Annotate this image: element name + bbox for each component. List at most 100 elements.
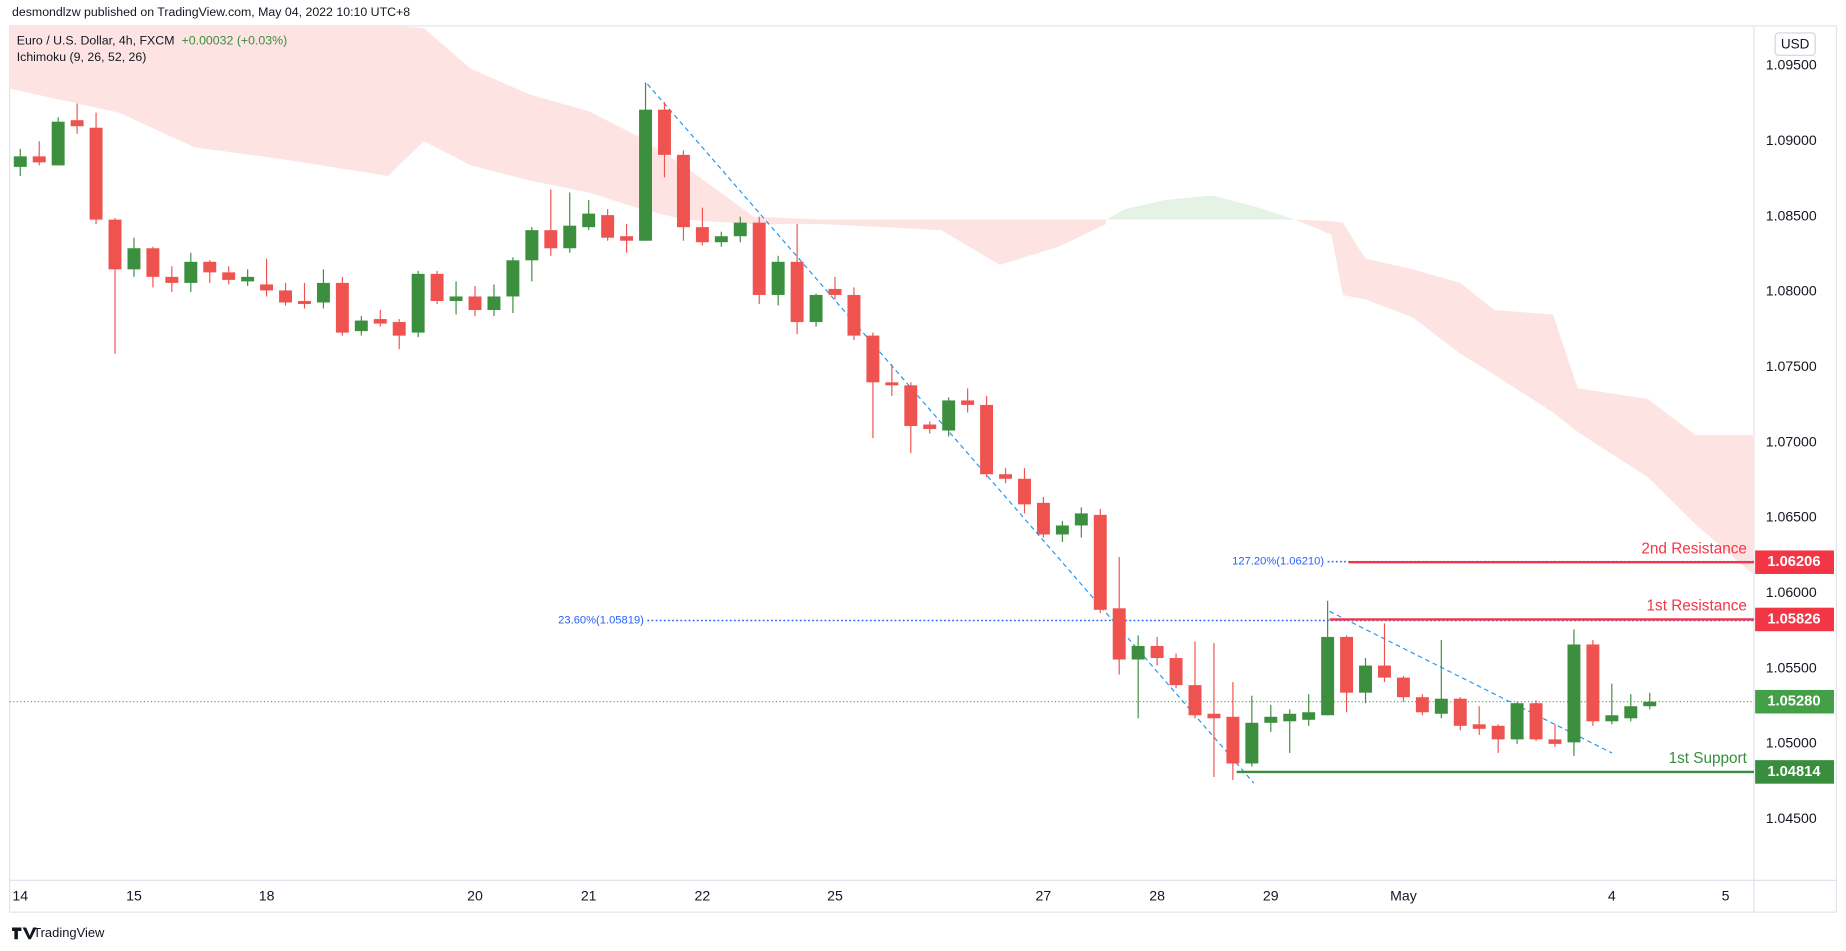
price-change: +0.00032 (+0.03%) <box>182 33 288 47</box>
currency-button[interactable] <box>1774 32 1816 56</box>
y-tick-label: 1.06000 <box>1766 584 1817 600</box>
candle-body <box>582 213 596 228</box>
candle-body <box>335 282 349 333</box>
candle-body <box>1605 715 1619 722</box>
indicator-info: Ichimoku (9, 26, 52, 26) <box>17 50 147 64</box>
candle-body <box>392 322 406 336</box>
candle-body <box>714 236 728 243</box>
x-tick-label: 28 <box>1149 888 1165 904</box>
candle-body <box>1074 513 1088 526</box>
candle-body <box>1283 713 1297 722</box>
chart-frame <box>9 25 1837 913</box>
ichimoku-cloud <box>1105 195 1296 220</box>
candle-body <box>733 222 747 237</box>
candle-body <box>241 276 255 282</box>
candle-body <box>146 248 160 277</box>
candle-body <box>999 474 1013 479</box>
candle-body <box>904 385 918 427</box>
y-tick-label: 1.09500 <box>1766 57 1817 73</box>
candle-body <box>184 261 198 283</box>
x-tick-label: May <box>1390 888 1418 904</box>
candle-body <box>885 382 899 386</box>
candle-body <box>866 335 880 383</box>
y-tick-label: 1.08500 <box>1766 207 1817 223</box>
candle-body <box>354 320 368 332</box>
level-name: 1st Resistance <box>1647 598 1747 615</box>
currency-label[interactable]: USD <box>1781 36 1810 51</box>
candle-body <box>260 284 274 291</box>
candle-body <box>1188 685 1202 716</box>
candle-body <box>1207 713 1221 719</box>
level-price-tag <box>1755 550 1834 574</box>
candle-body <box>279 290 293 303</box>
candle-body <box>1055 525 1069 535</box>
x-tick-label: 14 <box>12 888 28 904</box>
y-tick-label: 1.05000 <box>1766 735 1817 751</box>
candle-body <box>1586 644 1600 722</box>
candle-body <box>449 296 463 301</box>
candle-body <box>676 154 690 228</box>
candle-body <box>1226 716 1240 764</box>
y-tick-label: 1.07000 <box>1766 433 1817 449</box>
ichimoku-cloud <box>9 25 1106 265</box>
candle-body <box>1036 502 1050 535</box>
candle-body <box>639 109 653 241</box>
x-tick-label: 5 <box>1722 888 1730 904</box>
candle-body <box>790 261 804 323</box>
candle-body <box>127 248 141 270</box>
level-price-label: 1.05826 <box>1767 611 1820 627</box>
candle-body <box>373 319 387 324</box>
candle-body <box>563 225 577 249</box>
x-tick-label: 29 <box>1263 888 1279 904</box>
candle-body <box>1093 514 1107 610</box>
candle-body <box>13 156 27 167</box>
level-name: 1st Support <box>1669 750 1748 767</box>
candle-body <box>1453 698 1467 726</box>
candle-body <box>1472 724 1486 729</box>
candle-body <box>1415 697 1429 713</box>
overlay: 1.04500 1.05000 1.05500 1.06000 1.06500 1.070… <box>12 57 1834 904</box>
candle-body <box>203 261 217 273</box>
candle-body <box>923 424 937 430</box>
fib-label: 127.20%(1.06210) <box>1232 556 1324 568</box>
x-tick-label: 20 <box>467 888 483 904</box>
candle-body <box>658 109 671 155</box>
y-tick-label: 1.09000 <box>1766 132 1817 148</box>
last-price-tag <box>1755 689 1834 714</box>
x-tick-label: 25 <box>827 888 843 904</box>
ichimoku-cloud <box>1295 219 1754 576</box>
level-price-tag <box>1755 607 1834 632</box>
x-tick-label: 21 <box>581 888 597 904</box>
y-tick-label: 1.07500 <box>1766 358 1817 374</box>
level-price-label: 1.06206 <box>1767 554 1820 570</box>
candle-body <box>1131 645 1145 660</box>
x-tick-label: 27 <box>1036 888 1052 904</box>
candle-body <box>165 276 179 283</box>
trendline <box>1329 610 1613 754</box>
x-tick-label: 15 <box>126 888 142 904</box>
fib-label: 23.60%(1.05819) <box>558 614 644 626</box>
candle-body <box>222 272 236 280</box>
plot-area <box>9 25 1754 784</box>
candle-body <box>961 400 975 405</box>
candle-body <box>809 294 823 323</box>
candle-body <box>430 273 444 301</box>
level-price-label: 1.04814 <box>1767 764 1821 780</box>
candle-body <box>1018 478 1031 505</box>
level-price-tag <box>1755 760 1834 784</box>
candle-body <box>32 156 46 163</box>
x-tick-label: 4 <box>1608 888 1616 904</box>
publisher-line: desmondlzw published on TradingView.com,… <box>12 5 410 19</box>
candle-body <box>980 404 994 475</box>
candle-body <box>1643 701 1657 707</box>
candle-body <box>771 261 785 295</box>
candle-body <box>1491 725 1505 740</box>
y-tick-label: 1.05500 <box>1766 659 1817 675</box>
candle-body <box>298 300 311 304</box>
candle-body <box>525 230 539 261</box>
candle-body <box>70 120 84 127</box>
candle-body <box>1112 608 1126 660</box>
candle-body <box>316 282 330 303</box>
